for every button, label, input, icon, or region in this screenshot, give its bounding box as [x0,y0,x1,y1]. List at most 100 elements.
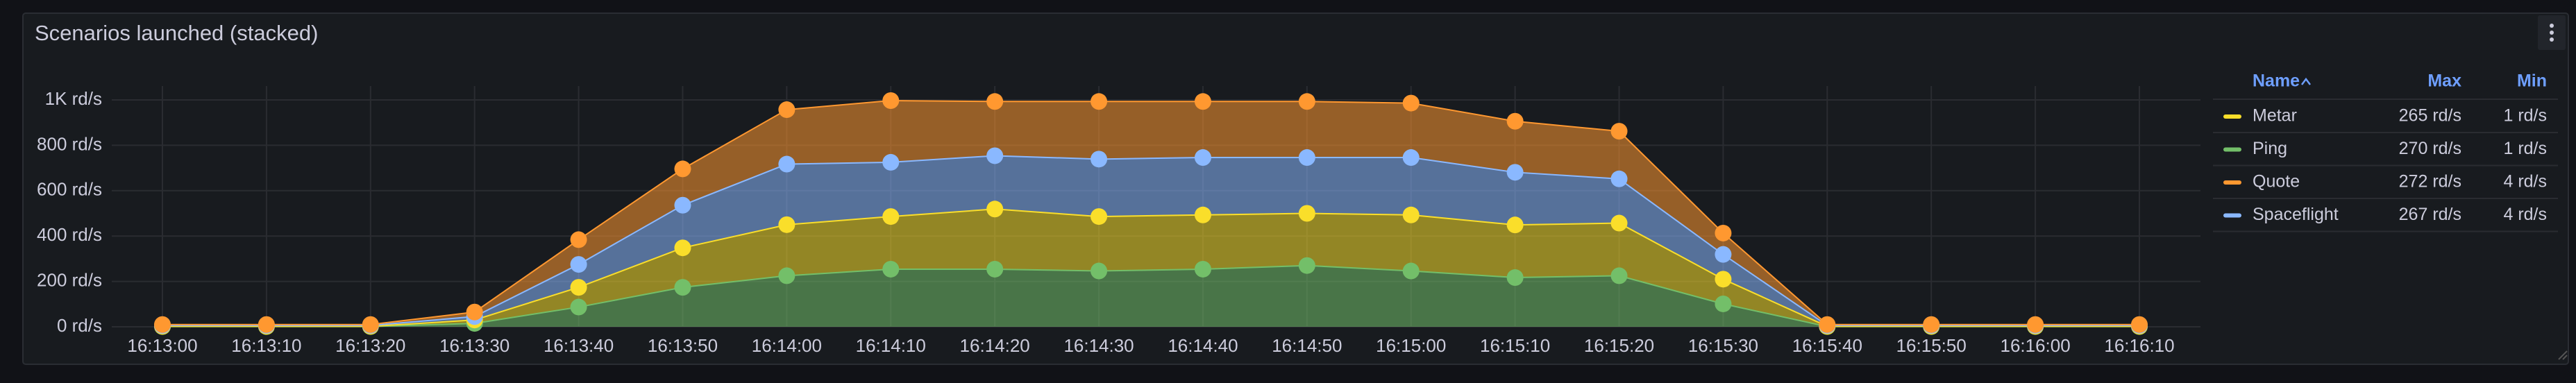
legend-label: Quote [2253,172,2300,192]
x-tick-label: 16:15:10 [1480,335,1550,356]
point [986,260,1004,278]
x-tick-label: 16:14:10 [856,335,926,356]
legend-max: 270 rd/s [2399,139,2461,158]
panel-menu[interactable] [2538,15,2566,50]
legend-header: Min [2517,71,2547,91]
point [1194,260,1211,278]
chart-title: Scenarios launched (stacked) [35,21,318,45]
line [162,99,2139,325]
point [154,316,171,333]
point [1194,149,1211,167]
point [1610,214,1628,232]
point [362,316,379,333]
x-tick-label: 16:14:50 [1272,335,1342,356]
point [1715,295,1732,312]
point [570,279,587,296]
point [986,201,1004,218]
point [1402,149,1420,167]
point [1610,123,1628,140]
x-tick-label: 16:16:00 [2000,335,2070,356]
point [674,196,691,214]
legend-swatch [2223,147,2241,152]
point [778,216,795,233]
area [162,209,2139,327]
point [778,267,795,284]
point [2131,316,2148,333]
point [570,256,587,273]
x-tick-label: 16:16:10 [2104,335,2174,356]
point [674,160,691,178]
point [674,239,691,257]
point [1194,206,1211,223]
legend-label: Spaceflight [2253,205,2339,224]
y-tick-label: 400 rd/s [37,224,102,245]
point [674,279,691,296]
point [1715,224,1732,241]
x-tick-label: 16:14:30 [1063,335,1134,356]
line [162,208,2139,327]
legend-swatch [2223,114,2241,119]
legend-swatch [2223,213,2241,218]
legend-max: 267 rd/s [2399,205,2461,224]
x-tick-label: 16:15:40 [1792,335,1862,356]
x-tick-label: 16:15:50 [1896,335,1967,356]
x-tick-label: 16:14:40 [1168,335,1238,356]
line [162,264,2139,327]
resize-handle [2558,350,2568,360]
point [570,231,587,248]
area [162,265,2139,327]
point [986,147,1004,164]
point [1298,257,1315,274]
legend-label: Ping [2253,139,2287,158]
point [778,101,795,119]
x-tick-label: 16:13:30 [439,335,510,356]
x-tick-label: 16:15:20 [1584,335,1654,356]
legend-min: 1 rd/s [2503,139,2547,158]
legend-header: Max [2427,71,2461,91]
x-tick-label: 16:15:00 [1376,335,1446,356]
point [882,153,900,171]
point [1091,151,1108,168]
point [1194,93,1211,110]
legend-min: 4 rd/s [2503,205,2547,224]
point [1091,93,1108,110]
y-tick-label: 200 rd/s [37,269,102,290]
point [1610,170,1628,187]
point [1402,206,1420,223]
point [882,208,900,225]
point [1402,262,1420,280]
point [1923,316,1940,333]
menu-dot [2550,31,2554,35]
y-tick-label: 0 rd/s [57,315,102,336]
point [778,155,795,173]
legend-label: Metar [2253,106,2297,126]
x-tick-label: 16:13:10 [231,335,301,356]
point [1402,94,1420,112]
legend-min: 4 rd/s [2503,172,2547,192]
point [882,92,900,109]
point [258,316,275,333]
x-tick-label: 16:13:00 [127,335,197,356]
point [1298,205,1315,222]
point [882,260,900,278]
legend-header: Name [2253,71,2300,91]
x-tick-label: 16:15:30 [1688,335,1758,356]
y-tick-label: 800 rd/s [37,133,102,154]
point [1091,208,1108,225]
menu-dot [2550,24,2554,28]
point [570,298,587,316]
point [1819,316,1836,333]
point [1506,164,1524,181]
x-tick-label: 16:13:20 [335,335,405,356]
point [1298,93,1315,110]
point [1506,112,1524,130]
menu-dot [2550,37,2554,42]
point [1506,269,1524,287]
point [2027,316,2044,333]
legend-min: 1 rd/s [2503,106,2547,126]
point [1715,246,1732,263]
x-tick-label: 16:14:20 [960,335,1030,356]
legend-swatch [2223,180,2241,185]
